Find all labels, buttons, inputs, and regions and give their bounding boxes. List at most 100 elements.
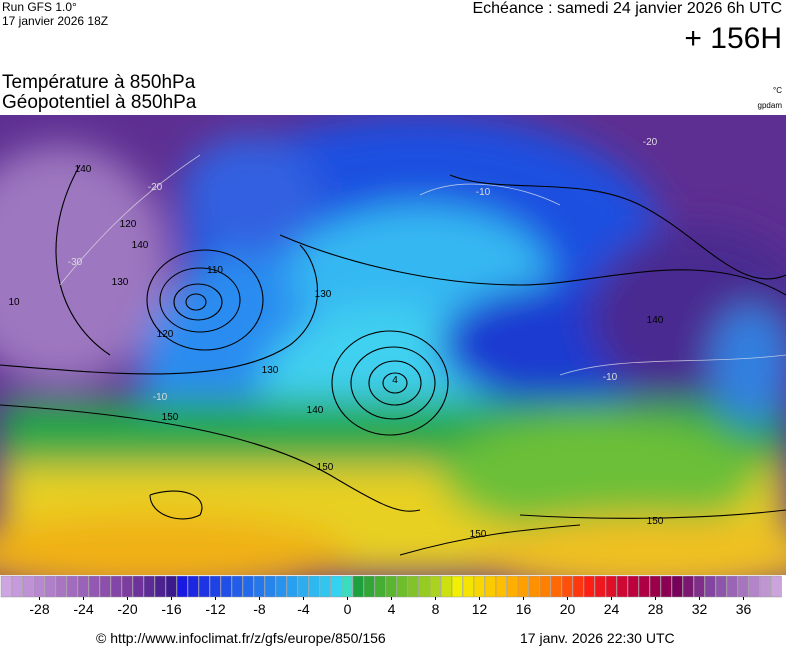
colorbar-swatch: [319, 575, 331, 598]
contour-label: -30: [68, 257, 83, 268]
contour-label: 120: [120, 219, 137, 230]
colorbar-swatch: [143, 575, 155, 598]
colorbar-swatch: [462, 575, 474, 598]
colorbar-swatch: [407, 575, 419, 598]
colorbar-swatch: [165, 575, 177, 598]
colorbar-swatch: [231, 575, 243, 598]
colorbar-swatch: [748, 575, 760, 598]
colorbar-swatch: [77, 575, 89, 598]
colorbar-swatch: [495, 575, 507, 598]
colorbar-swatch: [649, 575, 661, 598]
colorbar-swatch: [264, 575, 276, 598]
colorbar-swatch: [308, 575, 320, 598]
colorbar-swatch: [440, 575, 452, 598]
colorbar-swatch: [770, 575, 782, 598]
contour-label: -20: [643, 137, 658, 148]
source: © http://www.infoclimat.fr/z/gfs/europe/…: [96, 630, 386, 646]
colorbar-swatch: [154, 575, 166, 598]
contour-label: 120: [157, 329, 174, 340]
contour-label: -10: [153, 392, 168, 403]
colorbar-swatch: [187, 575, 199, 598]
colorbar-swatch: [352, 575, 364, 598]
colorbar-swatch: [594, 575, 606, 598]
lead-time: + 156H: [684, 22, 782, 55]
colorbar-tick-label: -24: [73, 601, 93, 615]
colorbar-swatch: [583, 575, 595, 598]
colorbar-swatch: [33, 575, 45, 598]
title-temp: Température à 850hPa: [2, 72, 196, 93]
colorbar-tick-label: 28: [648, 601, 664, 615]
run-date: 17 janvier 2026 18Z: [2, 14, 109, 28]
colorbar-tick-label: 24: [604, 601, 620, 615]
colorbar: -28 -24 -20 -16 -12 -8 -4 0 4 8 12 16 20 24 28 32 36: [0, 575, 782, 615]
contour-label: 110: [207, 265, 223, 276]
colorbar-swatch: [572, 575, 584, 598]
colorbar-swatch: [517, 575, 529, 598]
colorbar-swatch: [374, 575, 386, 598]
map: 140 130 110 120 130 140 150 150 150 140 130 140 -10 -…: [0, 115, 786, 575]
contour-label: 130: [315, 289, 332, 300]
colorbar-tick-label: -28: [29, 601, 49, 615]
colorbar-tick-label: -4: [297, 601, 310, 615]
colorbar-swatch: [539, 575, 551, 598]
contour-label: 10: [8, 297, 20, 308]
colorbar-swatch: [220, 575, 232, 598]
colorbar-swatch: [330, 575, 342, 598]
colorbar-swatch: [528, 575, 540, 598]
colorbar-tick-label: 20: [560, 601, 576, 615]
colorbar-swatch: [55, 575, 67, 598]
colorbar-swatch: [451, 575, 463, 598]
contour-label: 150: [647, 516, 664, 527]
colorbar-swatch: [605, 575, 617, 598]
colorbar-swatch: [737, 575, 749, 598]
colorbar-swatch: [715, 575, 727, 598]
contour-label: 140: [307, 405, 324, 416]
colorbar-tick-label: -16: [161, 601, 181, 615]
colorbar-swatch: [297, 575, 309, 598]
contour-label: 150: [162, 412, 179, 423]
colorbar-tick-label: 32: [692, 601, 708, 615]
colorbar-swatch: [66, 575, 78, 598]
colorbar-swatch: [759, 575, 771, 598]
colorbar-swatch: [176, 575, 188, 598]
contour-label: -10: [476, 187, 491, 198]
colorbar-tick-label: -20: [117, 601, 137, 615]
colorbar-swatch: [484, 575, 496, 598]
colorbar-swatch: [132, 575, 144, 598]
colorbar-swatch: [704, 575, 716, 598]
colorbar-swatch: [110, 575, 122, 598]
colorbar-swatch: [671, 575, 683, 598]
contour-label: 140: [647, 315, 664, 326]
colorbar-swatch: [550, 575, 562, 598]
colorbar-swatch: [616, 575, 628, 598]
colorbar-swatch: [385, 575, 397, 598]
colorbar-swatch: [11, 575, 23, 598]
colorbar-swatch: [638, 575, 650, 598]
colorbar-swatch: [341, 575, 353, 598]
generated: 17 janv. 2026 22:30 UTC: [520, 630, 675, 646]
colorbar-swatch: [253, 575, 265, 598]
unit-temp: °C: [773, 86, 782, 95]
colorbar-swatch: [396, 575, 408, 598]
colorbar-swatch: [88, 575, 100, 598]
contour-label: -20: [148, 182, 163, 193]
colorbar-swatch: [275, 575, 287, 598]
colorbar-tick-label: -12: [205, 601, 225, 615]
colorbar-tick-label: 4: [388, 601, 396, 615]
run: Run GFS 1.0°: [2, 0, 77, 14]
colorbar-swatch: [682, 575, 694, 598]
colorbar-swatch: [209, 575, 221, 598]
colorbar-swatch: [0, 575, 12, 598]
contour-label: 4: [392, 375, 398, 386]
colorbar-tick-label: 12: [472, 601, 488, 615]
colorbar-swatch: [99, 575, 111, 598]
colorbar-tick-label: 36: [736, 601, 752, 615]
colorbar-tick-label: 8: [432, 601, 440, 615]
colorbar-tick-label: 0: [344, 601, 352, 615]
contour-label: -10: [603, 372, 618, 383]
colorbar-swatch: [429, 575, 441, 598]
contour-label: 150: [317, 462, 334, 473]
colorbar-swatch: [22, 575, 34, 598]
title-geo: Géopotentiel à 850hPa: [2, 92, 197, 113]
